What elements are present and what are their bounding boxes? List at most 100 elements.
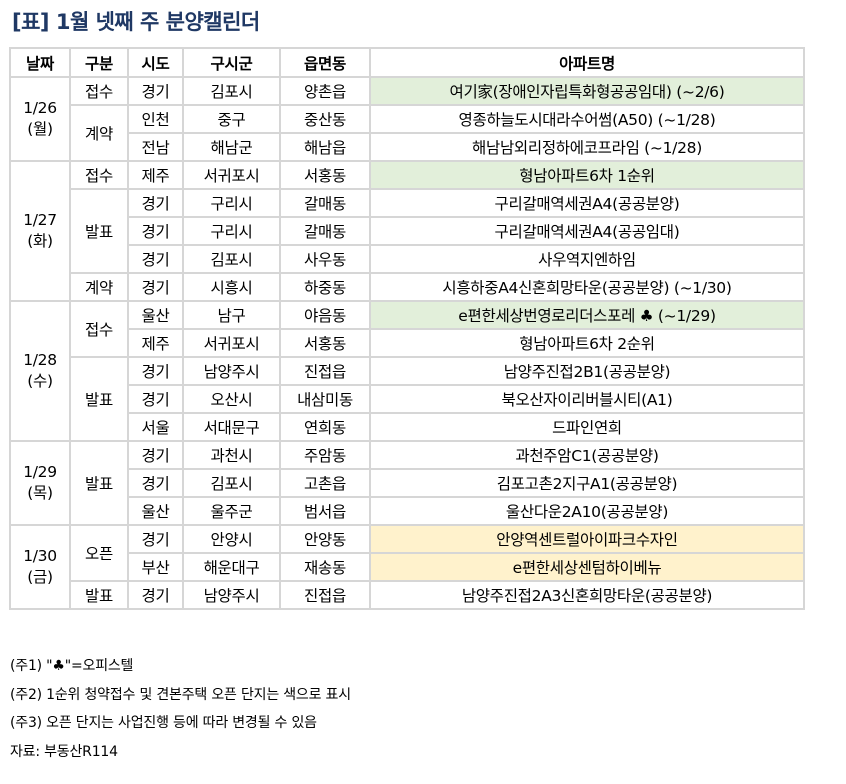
- type-cell: 계약: [69, 272, 129, 302]
- apartment-name-cell: 북오산자이리버블시티(A1): [369, 384, 805, 414]
- table-row: 서울 서대문구 연희동 드파인연희: [10, 412, 805, 442]
- city-cell: 안양시: [182, 524, 281, 554]
- province-cell: 울산: [127, 300, 184, 330]
- city-cell: 해남군: [182, 132, 281, 162]
- weekday: (수): [27, 372, 53, 390]
- province-cell: 제주: [127, 328, 184, 358]
- table-row: 1/28 (수) 접수 울산 남구 야음동 e편한세상번영로리더스포레 ♣ (~1/29): [9, 300, 805, 442]
- date: 1/26: [23, 99, 57, 117]
- city-cell: 시흥시: [182, 272, 281, 302]
- apartment-name-cell: 남양주진접2B1(공공분양): [369, 356, 805, 386]
- date-cell: 1/30 (금): [9, 524, 71, 610]
- city-cell: 김포시: [182, 244, 281, 274]
- apartment-name-cell: 남양주진접2A3신혼희망타운(공공분양): [369, 580, 805, 610]
- city-cell: 구리시: [182, 216, 281, 246]
- table-row: 계약 인천 중구 중산동 영종하늘도시대라수어썸(A50) (~1/28): [10, 104, 805, 162]
- date: 1/27: [23, 211, 57, 229]
- province-cell: 경기: [127, 468, 184, 498]
- town-cell: 진접읍: [279, 580, 371, 610]
- city-cell: 중구: [182, 104, 281, 134]
- apartment-name-cell: 구리갈매역세권A4(공공임대): [369, 216, 805, 246]
- table-row: 발표 경기 남양주시 진접읍 남양주진접2A3신혼희망타운(공공분양): [10, 580, 805, 610]
- province-cell: 경기: [127, 580, 184, 610]
- city-cell: 김포시: [182, 468, 281, 498]
- town-cell: 서홍동: [279, 328, 371, 358]
- town-cell: 갈매동: [279, 188, 371, 218]
- province-cell: 서울: [127, 412, 184, 442]
- header-date: 날짜: [9, 47, 71, 78]
- town-cell: 중산동: [279, 104, 371, 134]
- city-cell: 서귀포시: [182, 328, 281, 358]
- weekday: (금): [27, 568, 53, 586]
- town-cell: 주암동: [279, 440, 371, 470]
- page-title: [표] 1월 넷째 주 분양캘린더: [12, 10, 260, 34]
- table-row: 1/27 (화) 접수 제주 서귀포시 서홍동 형남아파트6차 1순위: [9, 160, 805, 302]
- source-note: 자료: 부동산R114: [10, 743, 118, 760]
- type-cell: 접수: [69, 76, 129, 106]
- province-cell: 경기: [127, 188, 184, 218]
- table-row: 계약 경기 시흥시 하중동 시흥하중A4신혼희망타운(공공분양) (~1/30): [10, 272, 805, 302]
- town-cell: 서홍동: [279, 160, 371, 190]
- table-row: 전남 해남군 해남읍 해남남외리정하에코프라임 (~1/28): [10, 132, 805, 162]
- type-cell: 오픈: [69, 524, 129, 582]
- town-cell: 범서읍: [279, 496, 371, 526]
- city-cell: 서귀포시: [182, 160, 281, 190]
- date: 1/29: [23, 463, 57, 481]
- town-cell: 양촌읍: [279, 76, 371, 106]
- province-cell: 제주: [127, 160, 184, 190]
- weekday: (화): [27, 232, 53, 250]
- apartment-name-cell: e편한세상센텀하이베뉴: [369, 552, 805, 582]
- town-cell: 갈매동: [279, 216, 371, 246]
- city-cell: 남양주시: [182, 356, 281, 386]
- apartment-name-cell: 시흥하중A4신혼희망타운(공공분양) (~1/30): [369, 272, 805, 302]
- town-cell: 야음동: [279, 300, 371, 330]
- date-cell: 1/27 (화): [9, 160, 71, 302]
- table-row: 경기 구리시 갈매동 구리갈매역세권A4(공공임대): [10, 216, 805, 246]
- header-town: 읍면동: [279, 47, 371, 78]
- apartment-name-cell: 과천주암C1(공공분양): [369, 440, 805, 470]
- footnote-1: (주1) "♣"=오피스텔: [10, 658, 134, 674]
- apartment-name-cell: e편한세상번영로리더스포레 ♣ (~1/29): [369, 300, 805, 330]
- table-row: 1/29 (목) 발표 경기 과천시 주암동 과천주암C1(공공분양): [9, 440, 805, 526]
- apartment-name-cell: 형남아파트6차 2순위: [369, 328, 805, 358]
- footnote-3: (주3) 오픈 단지는 사업진행 등에 따라 변경될 수 있음: [10, 715, 317, 731]
- apartment-name-cell: 영종하늘도시대라수어썸(A50) (~1/28): [369, 104, 805, 134]
- header-row: 날짜 구분 시도 구시군 읍면동 아파트명: [9, 47, 805, 78]
- type-cell: 접수: [69, 300, 129, 358]
- type-cell: 발표: [69, 356, 129, 442]
- type-cell: 발표: [69, 188, 129, 274]
- province-cell: 경기: [127, 76, 184, 106]
- town-cell: 해남읍: [279, 132, 371, 162]
- type-cell: 접수: [69, 160, 129, 190]
- apartment-name-cell: 드파인연희: [369, 412, 805, 442]
- province-cell: 울산: [127, 496, 184, 526]
- table-row: 발표 경기 남양주시 진접읍 남양주진접2B1(공공분양): [10, 356, 805, 442]
- province-cell: 인천: [127, 104, 184, 134]
- city-cell: 서대문구: [182, 412, 281, 442]
- province-cell: 전남: [127, 132, 184, 162]
- date-cell: 1/29 (목): [9, 440, 71, 526]
- table-row: 1/26 (월) 접수 경기 김포시 양촌읍 여기家(장애인자립특화형공공임대) (~2/6…: [9, 76, 805, 162]
- date-cell: 1/28 (수): [9, 300, 71, 442]
- apartment-name-cell: 김포고촌2지구A1(공공분양): [369, 468, 805, 498]
- footnotes: (주1) "♣"=오피스텔 (주2) 1순위 청약접수 및 견본주택 오픈 단지…: [10, 652, 351, 766]
- town-cell: 하중동: [279, 272, 371, 302]
- apartment-name-cell: 해남남외리정하에코프라임 (~1/28): [369, 132, 805, 162]
- weekday: (월): [27, 120, 53, 138]
- apartment-name-cell: 사우역지엔하임: [369, 244, 805, 274]
- date-cell: 1/26 (월): [9, 76, 71, 162]
- date: 1/30: [23, 547, 57, 565]
- city-cell: 남구: [182, 300, 281, 330]
- town-cell: 안양동: [279, 524, 371, 554]
- city-cell: 남양주시: [182, 580, 281, 610]
- province-cell: 경기: [127, 216, 184, 246]
- table-row: 발표 경기 구리시 갈매동 구리갈매역세권A4(공공분양): [10, 188, 805, 274]
- town-cell: 내삼미동: [279, 384, 371, 414]
- header-city: 구시군: [182, 47, 281, 78]
- province-cell: 부산: [127, 552, 184, 582]
- table-row: 부산 해운대구 재송동 e편한세상센텀하이베뉴: [10, 552, 805, 582]
- header-type: 구분: [69, 47, 129, 78]
- town-cell: 진접읍: [279, 356, 371, 386]
- table-row: 1/30 (금) 오픈 경기 안양시 안양동 안양역센트럴아이파크수자인: [9, 524, 805, 610]
- apartment-name-cell: 여기家(장애인자립특화형공공임대) (~2/6): [369, 76, 805, 106]
